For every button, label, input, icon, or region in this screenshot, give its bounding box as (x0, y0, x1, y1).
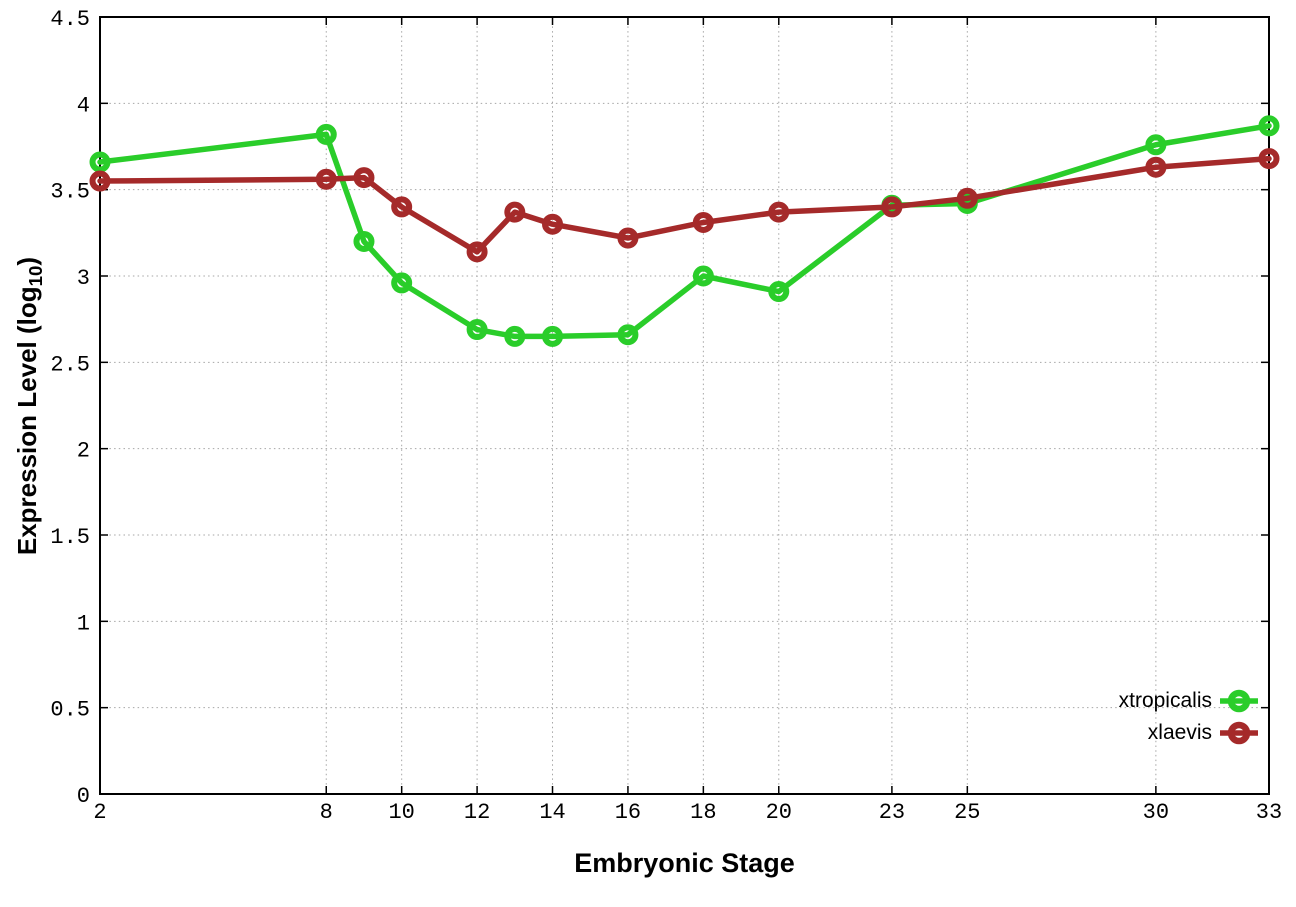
marker-xlaevis-25 (956, 187, 978, 209)
marker-xlaevis-8 (315, 168, 337, 190)
y-tick-label-0: 0 (77, 784, 90, 809)
marker-xlaevis-20 (768, 201, 790, 223)
legend: xtropicalis xlaevis (1119, 687, 1258, 747)
legend-marker-xtropicalis (1220, 689, 1258, 713)
marker-xlaevis-18 (692, 211, 714, 233)
marker-xlaevis-10 (391, 196, 413, 218)
y-tick-label-0.5: 0.5 (50, 698, 90, 723)
x-tick-label-30: 30 (1143, 800, 1169, 825)
marker-xlaevis-9 (353, 167, 375, 189)
y-tick-label-2.5: 2.5 (50, 352, 90, 377)
marker-xlaevis-14 (542, 213, 564, 235)
marker-xtropicalis-13 (504, 325, 526, 347)
x-tick-label-14: 14 (539, 800, 565, 825)
x-tick-label-2: 2 (93, 800, 106, 825)
marker-xtropicalis-18 (692, 265, 714, 287)
x-tick-label-18: 18 (690, 800, 716, 825)
x-tick-label-10: 10 (388, 800, 414, 825)
marker-xtropicalis-8 (315, 123, 337, 145)
marker-xlaevis-30 (1145, 156, 1167, 178)
y-tick-label-1: 1 (77, 611, 90, 636)
marker-xtropicalis-33 (1258, 115, 1280, 137)
x-tick-label-25: 25 (954, 800, 980, 825)
x-tick-label-16: 16 (615, 800, 641, 825)
marker-xtropicalis-14 (542, 325, 564, 347)
x-tick-label-20: 20 (766, 800, 792, 825)
plot-border (99, 16, 1270, 795)
x-tick-label-23: 23 (879, 800, 905, 825)
x-tick-label-8: 8 (320, 800, 333, 825)
marker-xtropicalis-2 (89, 151, 111, 173)
marker-xlaevis-13 (504, 201, 526, 223)
x-tick-label-12: 12 (464, 800, 490, 825)
y-tick-label-3: 3 (77, 266, 90, 291)
series-line-xlaevis (97, 155, 1272, 255)
marker-xtropicalis-12 (466, 319, 488, 341)
legend-entry-xtropicalis: xtropicalis (1119, 687, 1258, 715)
legend-label-xlaevis: xlaevis (1147, 721, 1212, 744)
marker-xlaevis-12 (466, 241, 488, 263)
y-tick-label-4: 4 (77, 93, 90, 118)
y-tick-label-3.5: 3.5 (50, 180, 90, 205)
x-axis-title: Embryonic Stage (574, 848, 795, 878)
marker-xtropicalis-16 (617, 324, 639, 346)
legend-entry-xlaevis: xlaevis (1148, 719, 1258, 747)
marker-xtropicalis-10 (391, 272, 413, 294)
marker-xtropicalis-30 (1145, 134, 1167, 156)
legend-marker-xlaevis (1220, 721, 1258, 745)
legend-label-xtropicalis: xtropicalis (1118, 689, 1212, 712)
y-axis-title-close: ) (12, 256, 42, 266)
x-tick-label-33: 33 (1256, 800, 1282, 825)
marker-xtropicalis-20 (768, 281, 790, 303)
y-axis-title-text: Expression Level (log (12, 286, 42, 556)
y-tick-label-1.5: 1.5 (50, 525, 90, 550)
marker-xlaevis-16 (617, 227, 639, 249)
marker-xlaevis-33 (1258, 148, 1280, 170)
marker-xtropicalis-9 (353, 230, 375, 252)
series-line-xtropicalis (97, 123, 1272, 340)
y-axis-title: Expression Level (log10) (11, 236, 46, 576)
y-tick-label-4.5: 4.5 (50, 7, 90, 32)
marker-xlaevis-2 (89, 170, 111, 192)
y-axis-title-subscript: 10 (25, 265, 46, 287)
y-tick-label-2: 2 (77, 439, 90, 464)
marker-xlaevis-23 (881, 196, 903, 218)
